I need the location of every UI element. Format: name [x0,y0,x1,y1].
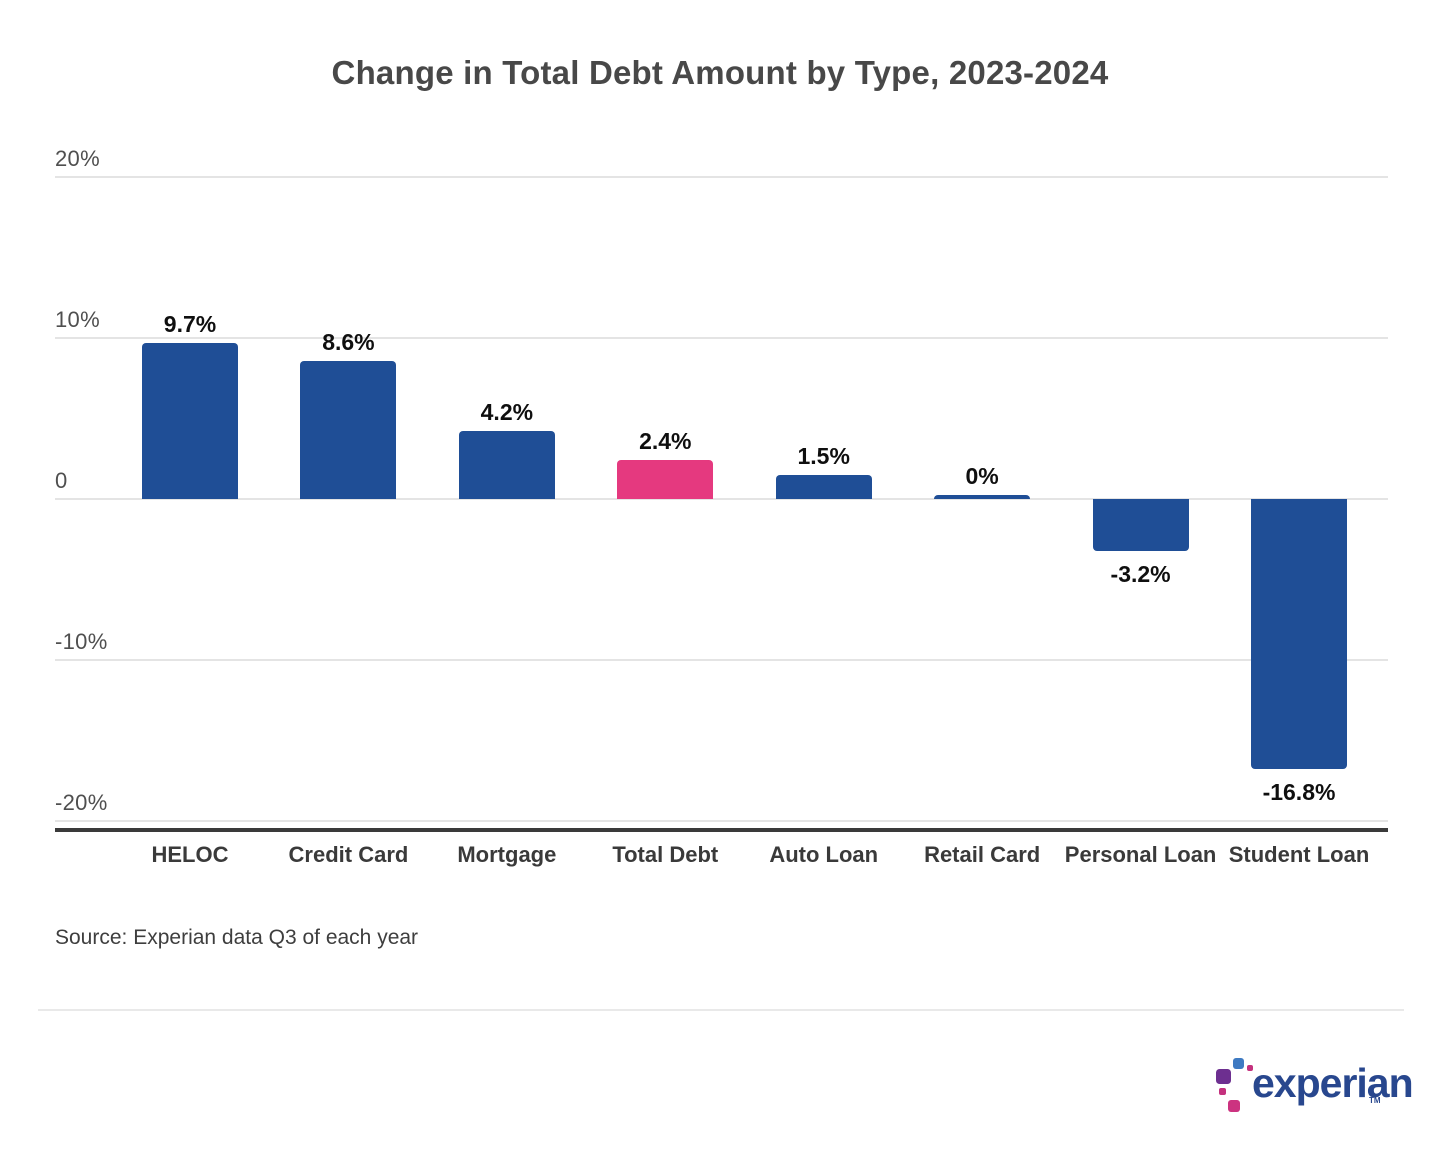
bar-Retail Card [934,495,1031,499]
logo-dot-pink-icon [1247,1065,1253,1071]
bar-Credit Card [300,360,397,499]
footer-divider [38,1009,1404,1011]
trademark-symbol: TM [1369,1096,1381,1105]
value-label-Personal Loan: -3.2% [1110,560,1171,587]
bar-Mortgage [458,431,555,499]
y-axis-tick-0: 0 [55,468,68,493]
y-axis-tick-10%: 10% [55,307,100,332]
x-axis-label-HELOC: HELOC [151,842,229,867]
x-axis-label-Personal Loan: Personal Loan [1064,842,1217,867]
value-label-Total Debt: 2.4% [639,428,692,455]
x-axis-label-Retail Card: Retail Card [924,842,1041,867]
y-axis-tick--20%: -20% [55,790,108,815]
y-axis-tick--10%: -10% [55,629,108,654]
bar-Personal Loan [1092,499,1189,551]
experian-wordmark: experian [1252,1060,1414,1106]
value-label-Retail Card: 0% [965,463,999,489]
x-axis-label-Mortgage: Mortgage [457,842,557,867]
value-label-Auto Loan: 1.5% [797,442,850,469]
value-label-Credit Card: 8.6% [322,328,375,355]
x-axis-label-Auto Loan: Auto Loan [769,842,879,867]
gridline-20% [55,176,1388,178]
x-axis-label-Total Debt: Total Debt [612,842,719,867]
gridline-10% [55,337,1388,339]
gridline--10% [55,659,1388,661]
x-axis-label-Student Loan: Student Loan [1228,842,1370,867]
chart-title: Change in Total Debt Amount by Type, 202… [331,54,1109,91]
x-axis-label-Credit Card: Credit Card [288,842,409,867]
value-label-HELOC: 9.7% [163,310,217,337]
y-axis-tick-20%: 20% [55,146,100,171]
bar-Total Debt [617,460,714,499]
value-label-Student Loan: -16.8% [1262,779,1336,806]
value-label-Mortgage: 4.2% [480,399,534,426]
bar-Auto Loan [775,474,872,499]
logo-dot-pink2-icon [1219,1088,1226,1095]
logo-square-magenta-icon [1228,1100,1240,1112]
x-axis-line [55,828,1388,832]
logo-square-purple-icon [1216,1069,1231,1084]
bar-HELOC [142,342,238,499]
bar-Student Loan [1251,499,1347,770]
source-note: Source: Experian data Q3 of each year [55,926,419,949]
logo-square-blue-icon [1233,1058,1244,1069]
gridline--20% [55,820,1388,822]
gridline-0 [55,498,1388,500]
